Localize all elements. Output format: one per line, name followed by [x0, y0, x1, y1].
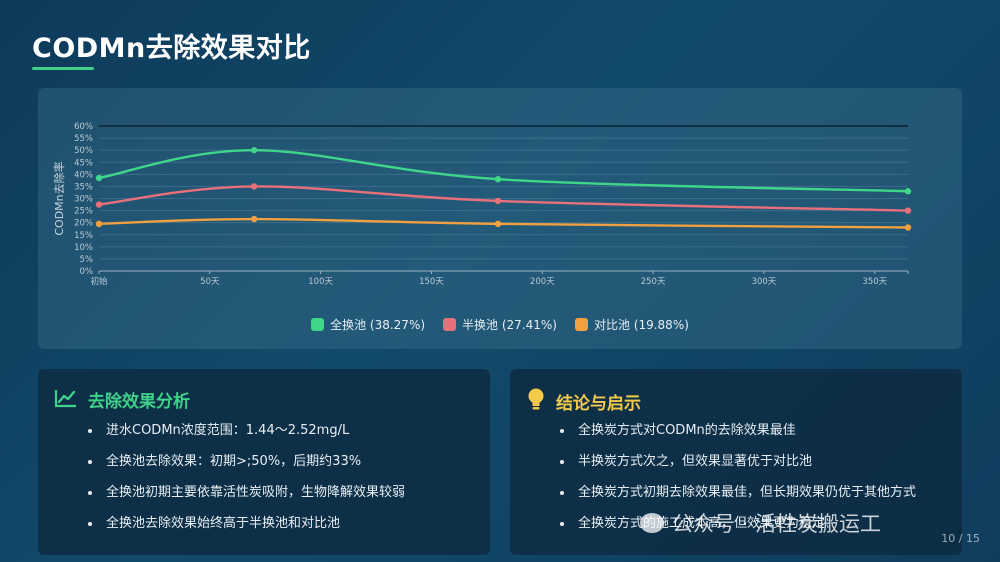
list-item: 全换池去除效果：初期>;50%，后期约33% — [88, 454, 405, 469]
trend-chart-icon — [54, 388, 78, 412]
data-point — [904, 188, 912, 195]
lightbulb-icon — [526, 387, 546, 415]
data-point — [95, 201, 103, 208]
list-item: 全换炭方式的施工成本高，但效果更为稳定 — [560, 516, 916, 531]
title-underline — [32, 67, 94, 70]
legend-swatch — [443, 318, 457, 331]
y-tick-label: 55% — [74, 134, 93, 144]
data-point — [904, 207, 912, 214]
data-point — [904, 224, 912, 231]
y-tick-label: 5% — [80, 255, 94, 265]
analysis-title: 去除效果分析 — [88, 392, 190, 412]
legend-item[interactable]: 半换池 (27.41%) — [443, 316, 557, 333]
x-tick-label: 200天 — [530, 277, 555, 287]
y-tick-label: 15% — [74, 231, 93, 241]
legend-item[interactable]: 对比池 (19.88%) — [574, 316, 689, 333]
list-item: 全换池去除效果始终高于半换池和对比池 — [88, 516, 405, 531]
x-tick-label: 初始 — [90, 276, 108, 287]
y-axis-label: CODMn去除率 — [52, 161, 66, 235]
y-tick-label: 30% — [74, 195, 93, 205]
conclusion-card: 结论与启示 全换炭方式对CODMn的去除效果最佳 半换炭方式次之，但效果显著优于… — [510, 369, 962, 555]
wechat-icon — [640, 513, 664, 533]
x-tick-label: 300天 — [752, 277, 777, 287]
series-line-1 — [98, 185, 909, 212]
analysis-card: 去除效果分析 进水CODMn浓度范围：1.44～2.52mg/L 全换池去除效果… — [38, 369, 490, 555]
x-tick-label: 100天 — [308, 277, 333, 287]
y-tick-label: 25% — [74, 207, 93, 217]
page-title: CODMn去除效果对比 — [32, 33, 311, 64]
y-tick-label: 45% — [74, 158, 93, 168]
data-point — [494, 220, 502, 228]
legend-swatch — [311, 318, 325, 331]
list-item: 全换炭方式对CODMn的去除效果最佳 — [560, 423, 916, 438]
series-line-2 — [98, 217, 909, 229]
analysis-list: 进水CODMn浓度范围：1.44～2.52mg/L 全换池去除效果：初期>;50… — [88, 423, 405, 547]
y-tick-label: 60% — [74, 122, 93, 132]
data-point — [95, 220, 103, 228]
y-tick-label: 35% — [74, 182, 93, 192]
list-item: 全换池初期主要依靠活性炭吸附，生物降解效果较弱 — [88, 485, 405, 500]
legend-item[interactable]: 全换池 (38.27%) — [311, 316, 425, 333]
data-point — [250, 183, 258, 190]
series-line-0 — [98, 148, 909, 193]
x-tick-label: 50天 — [200, 277, 220, 287]
y-tick-label: 20% — [74, 219, 93, 229]
legend-label: 全换池 (38.27%) — [330, 318, 426, 332]
chart-panel: 0% 5% 10% 15% 20% 25% 30% 35% 40% 45% 50% 55% 60% 初始 5… — [38, 88, 962, 349]
watermark: 公众号 · 活性炭搬运工 — [640, 508, 881, 538]
y-tick-label: 50% — [74, 146, 93, 156]
conclusion-title: 结论与启示 — [556, 393, 641, 414]
data-point — [250, 146, 258, 154]
legend-swatch — [574, 318, 588, 331]
list-item: 全换炭方式初期去除效果最佳，但长期效果仍优于其他方式 — [560, 485, 916, 500]
line-chart: 0% 5% 10% 15% 20% 25% 30% 35% 40% 45% 50% 55% 60% 初始 5… — [52, 122, 912, 287]
y-tick-label: 10% — [74, 243, 93, 253]
list-item: 进水CODMn浓度范围：1.44～2.52mg/L — [88, 423, 405, 438]
watermark-text: 公众号 · 活性炭搬运工 — [672, 512, 882, 536]
conclusion-list: 全换炭方式对CODMn的去除效果最佳 半换炭方式次之，但效果显著优于对比池 全换… — [560, 423, 916, 547]
data-point — [95, 174, 103, 182]
x-tick-label: 150天 — [419, 277, 444, 287]
data-point — [494, 175, 502, 183]
data-point — [494, 197, 502, 205]
legend-label: 对比池 (19.88%) — [593, 318, 689, 332]
chart-legend: 全换池 (38.27%) 半换池 (27.41%) 对比池 (19.88%) — [38, 316, 962, 333]
x-tick-label: 350天 — [862, 277, 887, 287]
data-point — [250, 215, 258, 223]
list-item: 半换炭方式次之，但效果显著优于对比池 — [560, 454, 916, 469]
page-number: 10 / 15 — [941, 532, 980, 545]
y-tick-label: 0% — [80, 267, 94, 277]
legend-label: 半换池 (27.41%) — [462, 318, 557, 332]
x-tick-label: 250天 — [641, 277, 666, 287]
y-tick-label: 40% — [74, 170, 93, 180]
